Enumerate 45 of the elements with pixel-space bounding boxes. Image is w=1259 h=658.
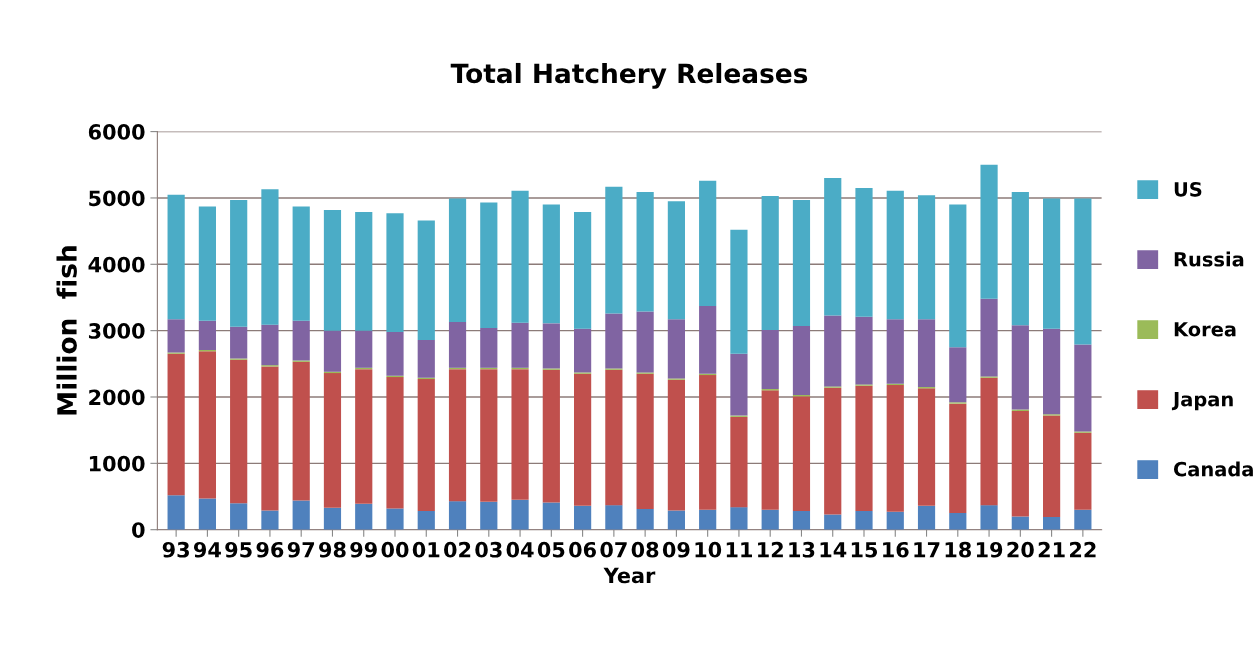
x-tick-label: 04	[506, 541, 534, 558]
x-tick-label: 13	[789, 541, 815, 558]
x-tick-label: 12	[758, 541, 783, 558]
x-tick-label: 07	[600, 541, 627, 558]
y-tick-label: 4000	[88, 256, 145, 273]
x-tick-label: 22	[1070, 541, 1096, 558]
x-tick-label: 97	[287, 541, 315, 558]
legend-label: Russia	[1174, 251, 1244, 267]
x-tick-label: 93	[162, 541, 189, 558]
x-tick-label: 95	[225, 541, 252, 558]
x-tick-label: 98	[319, 541, 346, 558]
x-tick-label: 08	[631, 541, 659, 558]
x-tick-label: 16	[883, 541, 909, 558]
x-tick-label: 94	[193, 541, 221, 558]
x-tick-label: 11	[726, 542, 752, 558]
y-tick-label: 5000	[89, 190, 145, 207]
legend-label: Korea	[1174, 322, 1236, 337]
y-tick-label: 3000	[88, 323, 145, 339]
x-tick-label: 02	[444, 541, 471, 558]
y-tick-label: 6000	[88, 124, 145, 140]
x-tick-label: 09	[662, 541, 690, 558]
x-tick-label: 01	[412, 541, 440, 558]
x-tick-label: 96	[256, 541, 284, 558]
x-tick-label: 19	[976, 541, 1003, 558]
x-tick-label: 15	[851, 542, 878, 558]
x-tick-label: 17	[914, 542, 940, 558]
y-tick-label: 1000	[89, 455, 145, 472]
y-axis-title: Million fish	[56, 246, 77, 415]
legend-label: Canada	[1173, 461, 1253, 477]
x-tick-label: 20	[1007, 541, 1034, 558]
x-tick-label: 21	[1038, 541, 1065, 558]
x-tick-label: 06	[569, 541, 596, 558]
x-tick-label: 10	[695, 541, 722, 558]
x-tick-label: 05	[537, 541, 565, 558]
x-axis-title: Year	[603, 567, 656, 584]
y-tick-label: 0	[132, 522, 145, 538]
legend-label: US	[1174, 181, 1202, 197]
x-tick-label: 00	[381, 541, 409, 558]
chart-title: Total Hatchery Releases	[450, 62, 808, 89]
y-tick-label: 2000	[89, 389, 145, 406]
x-tick-label: 99	[350, 541, 377, 558]
legend-label: Japan	[1171, 392, 1233, 411]
x-tick-label: 03	[475, 541, 502, 558]
x-tick-label: 18	[945, 541, 971, 558]
x-tick-label: 14	[820, 542, 847, 558]
